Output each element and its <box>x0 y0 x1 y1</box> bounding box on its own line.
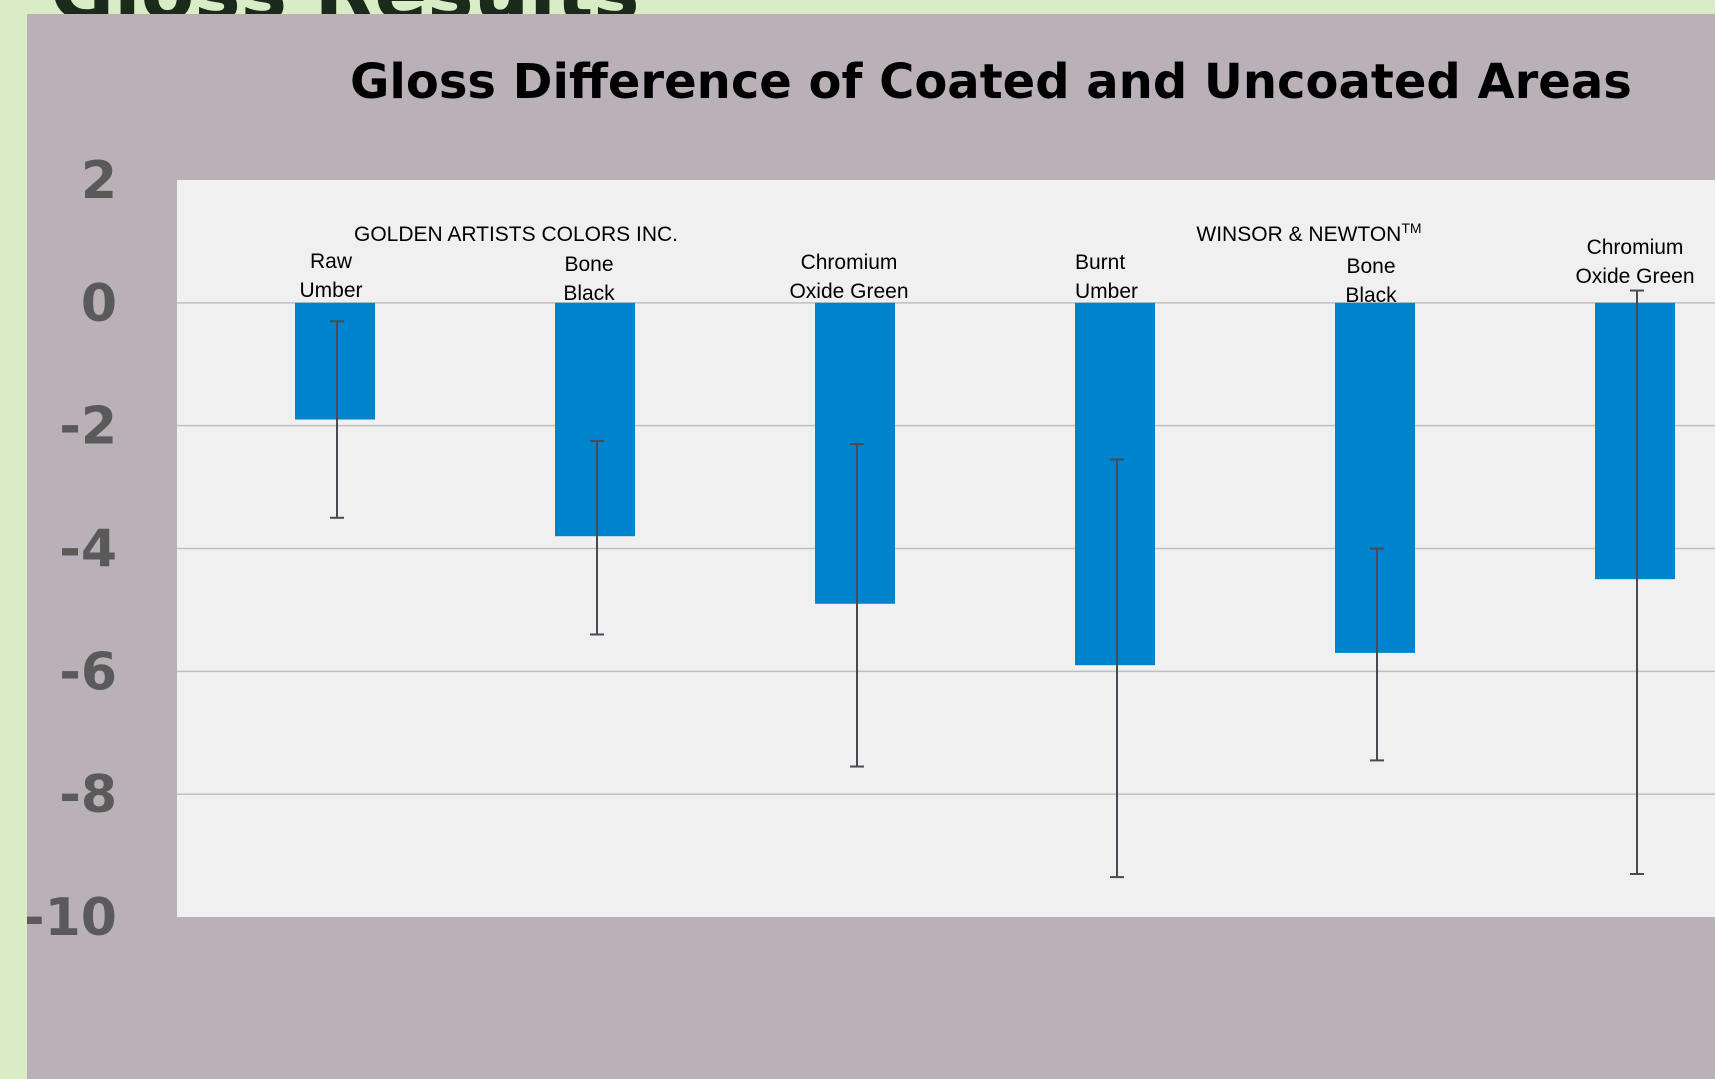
category-label: Bone <box>1346 255 1395 278</box>
category-label: Chromium <box>801 251 898 274</box>
y-tick-label: -8 <box>59 765 117 825</box>
bar <box>1595 302 1675 580</box>
category-label: Oxide Green <box>789 280 908 303</box>
y-tick-label: 2 <box>81 151 117 211</box>
group-label: GOLDEN ARTISTS COLORS INC. <box>354 223 678 246</box>
y-tick-label: -6 <box>59 642 117 702</box>
bar <box>1335 302 1415 653</box>
y-tick-label: -2 <box>59 397 117 457</box>
bar <box>295 302 375 420</box>
category-label: Umber <box>299 279 362 302</box>
category-label: Raw <box>310 250 353 273</box>
category-label: Bone <box>564 253 613 276</box>
category-label: Burnt <box>1075 251 1125 274</box>
y-tick-label: -10 <box>27 888 117 948</box>
chart-panel: Gloss Difference of Coated and Uncoated … <box>27 14 1715 1079</box>
category-label: Black <box>1345 284 1397 307</box>
group-label: WINSOR & NEWTONTM <box>1196 220 1421 246</box>
group-label-text: GOLDEN ARTISTS COLORS INC. <box>354 223 678 246</box>
category-label: Oxide Green <box>1575 265 1694 288</box>
category-label: Black <box>563 282 615 305</box>
chart-title: Gloss Difference of Coated and Uncoated … <box>350 54 1632 110</box>
bar <box>815 302 895 604</box>
y-tick-label: -4 <box>59 520 117 580</box>
category-label: Umber <box>1075 280 1138 303</box>
bar <box>555 302 635 537</box>
bar-chart: 2 0 -2 -4 -6 -8 -10 Raw Umber Bone Black Chromium Ox… <box>27 151 1715 948</box>
bar <box>1075 302 1155 666</box>
group-label-text: WINSOR & NEWTON <box>1196 223 1401 246</box>
trademark-symbol: TM <box>1401 220 1421 236</box>
category-label: Chromium <box>1587 236 1684 259</box>
y-tick-label: 0 <box>81 274 117 334</box>
